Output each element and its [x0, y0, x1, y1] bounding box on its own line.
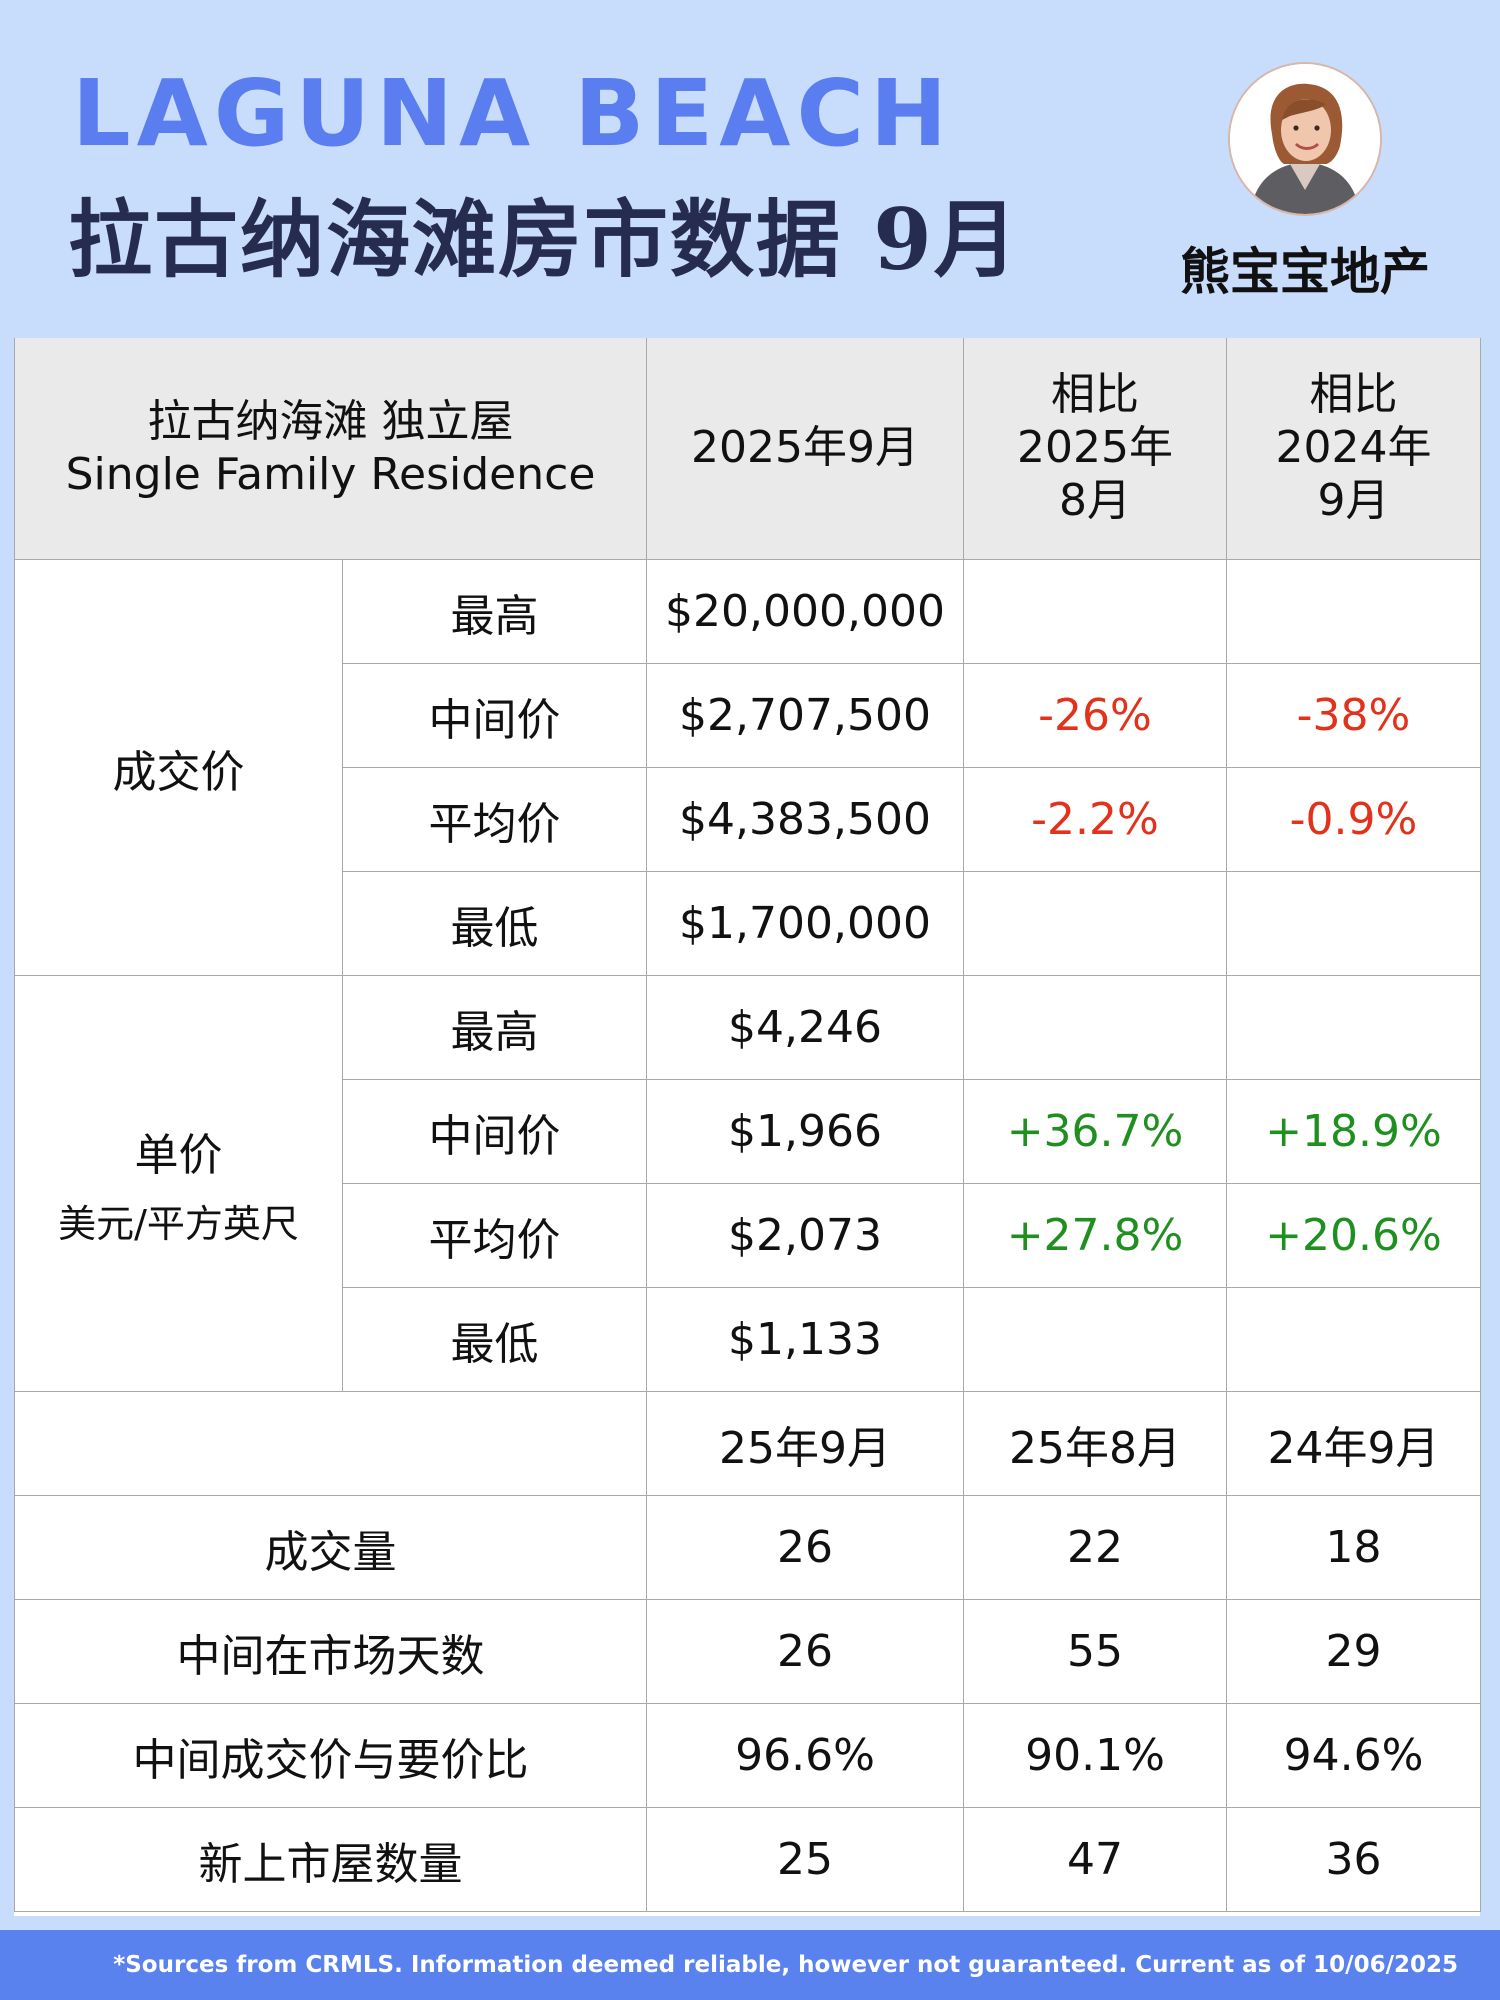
category-sale-price: 成交价: [14, 559, 343, 976]
table-row: 中间价 $1,966 +36.7% +18.9%: [15, 1079, 1482, 1184]
stats-row-label: 成交量: [13, 1495, 648, 1600]
header-compare-last-month: 相比 2025年 8月: [963, 338, 1228, 560]
yoy-change-cell: -0.9%: [1226, 767, 1482, 872]
mom-change-cell: [963, 975, 1228, 1080]
mom-change-cell: +27.8%: [963, 1183, 1228, 1288]
header-label-english: Single Family Residence: [65, 448, 596, 500]
table-row: 新上市屋数量 25 47 36: [13, 1807, 1482, 1912]
yoy-change-cell: +18.9%: [1226, 1079, 1482, 1184]
header-compare-year: 2025年: [1017, 422, 1173, 474]
table-header-row: 拉古纳海滩 独立屋 Single Family Residence 2025年9…: [13, 338, 1482, 560]
brand-name: 熊宝宝地产: [1180, 242, 1430, 301]
stats-value-cell: 26: [646, 1599, 965, 1704]
stats-value-cell: 29: [1226, 1599, 1482, 1704]
header-current-month: 2025年9月: [646, 338, 965, 560]
value-cell: $2,073: [646, 1183, 965, 1288]
value-cell: $2,707,500: [646, 663, 965, 768]
value-cell: $1,966: [646, 1079, 965, 1184]
table-row: 平均价 $4,383,500 -2.2% -0.9%: [15, 767, 1482, 872]
stats-value-cell: 90.1%: [963, 1703, 1228, 1808]
row-label: 最低: [341, 1287, 648, 1392]
yoy-change-cell: [1226, 975, 1482, 1080]
mom-change-cell: [963, 871, 1228, 976]
mom-change-cell: [963, 1287, 1228, 1392]
stats-value-cell: 36: [1226, 1807, 1482, 1912]
title-chinese: 拉古纳海滩房市数据 9月: [68, 190, 1020, 289]
table-row: 单价 美元/平方英尺 最高 $4,246: [14, 975, 1482, 1392]
mom-change-cell: [963, 559, 1228, 664]
agent-avatar: [1230, 64, 1380, 214]
yoy-change-cell: +20.6%: [1226, 1183, 1482, 1288]
table-row: 中间价 $2,707,500 -26% -38%: [15, 663, 1482, 768]
stats-col-header: 25年8月: [963, 1391, 1228, 1496]
value-cell: $1,700,000: [646, 871, 965, 976]
category-unit-price-sub: 美元/平方英尺: [58, 1202, 299, 1246]
agent-photo: [1230, 64, 1380, 214]
footer-disclaimer: *Sources from CRMLS. Information deemed …: [0, 1930, 1500, 2000]
stats-row-label: 中间成交价与要价比: [13, 1703, 648, 1808]
row-label: 中间价: [341, 663, 648, 768]
stats-header-blank: [13, 1391, 648, 1496]
category-unit-price: 单价 美元/平方英尺: [14, 975, 343, 1392]
stats-row-label: 新上市屋数量: [13, 1807, 648, 1912]
market-data-table: 拉古纳海滩 独立屋 Single Family Residence 2025年9…: [13, 338, 1482, 1916]
row-label: 平均价: [341, 767, 648, 872]
stats-col-header: 24年9月: [1226, 1391, 1482, 1496]
header-compare-year: 2024年: [1275, 422, 1432, 474]
header-compare-last-year: 相比 2024年 9月: [1226, 338, 1482, 560]
title-english: LAGUNA BEACH: [72, 60, 953, 167]
category-unit-price-label: 单价: [134, 1130, 223, 1181]
value-cell: $20,000,000: [646, 559, 965, 664]
stats-value-cell: 26: [646, 1495, 965, 1600]
table-row: 中间成交价与要价比 96.6% 90.1% 94.6%: [13, 1703, 1482, 1808]
stats-value-cell: 22: [963, 1495, 1228, 1600]
yoy-change-cell: [1226, 1287, 1482, 1392]
row-label: 中间价: [341, 1079, 648, 1184]
stats-row-label: 中间在市场天数: [13, 1599, 648, 1704]
stats-value-cell: 18: [1226, 1495, 1482, 1600]
mom-change-cell: -26%: [963, 663, 1228, 768]
mom-change-cell: +36.7%: [963, 1079, 1228, 1184]
table-row: 中间在市场天数 26 55 29: [13, 1599, 1482, 1704]
header-compare-month: 8月: [1059, 474, 1132, 526]
yoy-change-cell: -38%: [1226, 663, 1482, 768]
yoy-change-cell: [1226, 871, 1482, 976]
header-compare-word: 相比: [1051, 369, 1140, 421]
stats-value-cell: 55: [963, 1599, 1228, 1704]
row-label: 最高: [341, 975, 648, 1080]
header-label-chinese: 拉古纳海滩 独立屋: [147, 395, 514, 447]
stats-value-cell: 94.6%: [1226, 1703, 1482, 1808]
table-row: 成交量 26 22 18: [13, 1495, 1482, 1600]
row-label: 平均价: [341, 1183, 648, 1288]
table-row: 成交价 最高 $20,000,000: [14, 559, 1482, 976]
value-cell: $4,246: [646, 975, 965, 1080]
yoy-change-cell: [1226, 559, 1482, 664]
row-label: 最低: [341, 871, 648, 976]
header-compare-month: 9月: [1317, 474, 1390, 526]
mom-change-cell: -2.2%: [963, 767, 1228, 872]
table-row: 平均价 $2,073 +27.8% +20.6%: [15, 1183, 1482, 1288]
value-cell: $4,383,500: [646, 767, 965, 872]
stats-value-cell: 25: [646, 1807, 965, 1912]
value-cell: $1,133: [646, 1287, 965, 1392]
stats-header-row: 25年9月 25年8月 24年9月: [13, 1391, 1482, 1496]
footer-note: *Sources from CRMLS. Information deemed …: [113, 1952, 1458, 1978]
stats-value-cell: 47: [963, 1807, 1228, 1912]
stats-col-header: 25年9月: [646, 1391, 965, 1496]
header-compare-word: 相比: [1309, 369, 1398, 421]
table-header-title: 拉古纳海滩 独立屋 Single Family Residence: [13, 338, 648, 560]
table-row: 最低 $1,700,000: [15, 871, 1482, 976]
row-label: 最高: [341, 559, 648, 664]
stats-value-cell: 96.6%: [646, 1703, 965, 1808]
table-row: 最低 $1,133: [15, 1287, 1482, 1392]
